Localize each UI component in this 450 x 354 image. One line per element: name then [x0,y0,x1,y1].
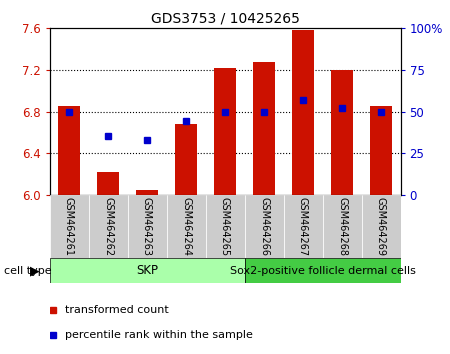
Text: transformed count: transformed count [65,305,169,315]
FancyBboxPatch shape [284,195,323,258]
Text: GSM464265: GSM464265 [220,196,230,256]
Bar [331,70,353,195]
Text: GSM464268: GSM464268 [337,196,347,256]
Text: GSM464264: GSM464264 [181,196,191,256]
Bar [214,68,236,195]
Text: GSM464266: GSM464266 [259,196,269,256]
Bar [97,172,119,195]
Text: GSM464269: GSM464269 [376,196,386,256]
Bar [244,258,400,283]
Bar [176,124,197,195]
FancyBboxPatch shape [323,195,361,258]
Bar [292,30,314,195]
Text: Sox2-positive follicle dermal cells: Sox2-positive follicle dermal cells [230,266,415,276]
Text: GSM464262: GSM464262 [103,196,113,256]
Text: GSM464261: GSM464261 [64,196,74,256]
Text: GSM464263: GSM464263 [142,196,152,256]
Text: cell type: cell type [4,266,52,276]
FancyBboxPatch shape [127,195,166,258]
Bar [50,258,244,283]
FancyBboxPatch shape [206,195,244,258]
Text: ▶: ▶ [30,264,40,277]
FancyBboxPatch shape [244,195,284,258]
Title: GDS3753 / 10425265: GDS3753 / 10425265 [151,12,299,26]
Text: percentile rank within the sample: percentile rank within the sample [65,330,253,339]
Text: SKP: SKP [136,264,158,277]
FancyBboxPatch shape [166,195,206,258]
Bar [370,106,392,195]
Bar [58,106,80,195]
Bar [136,189,158,195]
FancyBboxPatch shape [361,195,400,258]
Text: GSM464267: GSM464267 [298,196,308,256]
FancyBboxPatch shape [89,195,127,258]
Bar [253,62,274,195]
FancyBboxPatch shape [50,195,89,258]
